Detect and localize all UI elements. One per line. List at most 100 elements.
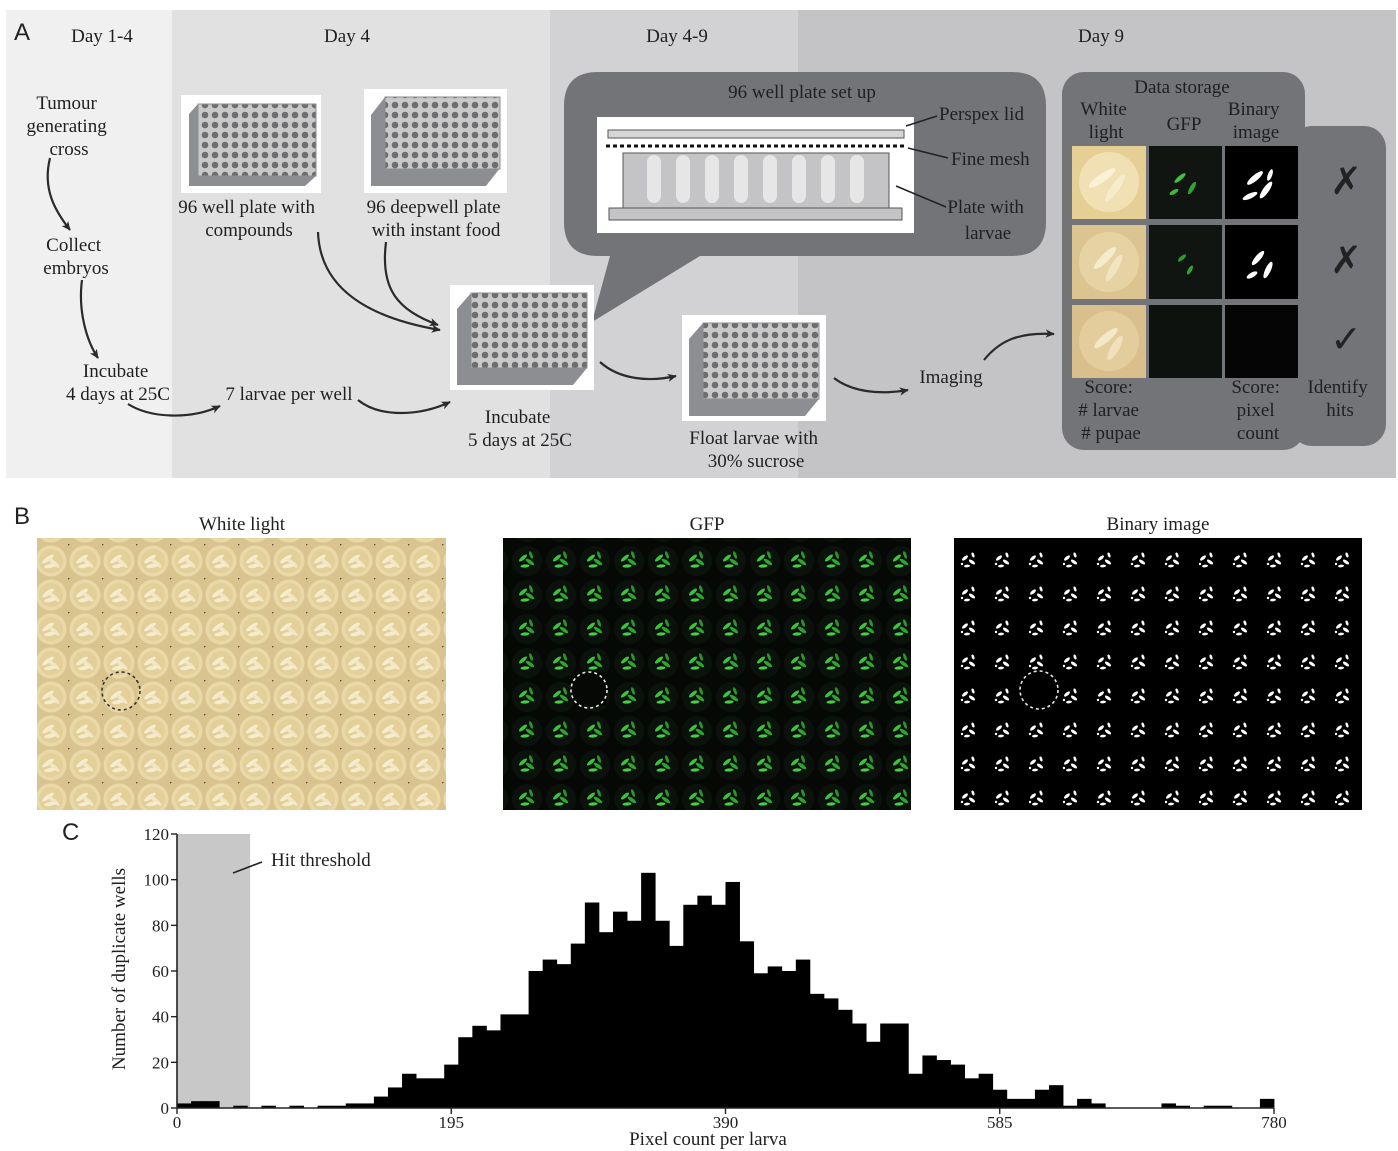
arrow-incubate-to-larvae (127, 403, 221, 417)
stage-title-2: Day 4 (324, 26, 370, 47)
histogram-bar (1217, 1105, 1233, 1108)
arrow-imaging-to-storage (983, 329, 1055, 361)
histogram-bar (205, 1101, 220, 1108)
histogram-bar (1006, 1098, 1022, 1108)
histogram-bar (598, 932, 614, 1108)
collect-embryos-label: Collect embryos (43, 235, 108, 279)
histogram-bar (922, 1055, 937, 1108)
histogram-bar (1034, 1089, 1050, 1108)
histogram-bar (472, 1025, 487, 1108)
food-plate (364, 89, 507, 193)
panel-c: C Hit threshold 0 20 40 60 80 100 120 0 195 390 58… (62, 819, 1287, 1150)
panel-label-a: A (14, 19, 30, 46)
y-tick-label: 60 (152, 962, 169, 981)
histogram-bar (387, 1087, 403, 1108)
food-plate-label: 96 deepwell plate with instant food (367, 197, 506, 241)
histogram-bar (514, 1014, 530, 1108)
histogram-bar (669, 945, 684, 1108)
gfp-title: GFP (690, 514, 725, 535)
histogram-bar (486, 1030, 501, 1108)
panel-a: A Day 1-4 Day 4 Day 4-9 Day 9 Tumour gen… (6, 10, 1396, 478)
float-larvae-label: Float larvae with 30% sucrose (689, 428, 823, 472)
histogram-axes: 0 20 40 60 80 100 120 0 195 390 585 780 (144, 825, 1287, 1132)
histogram-bars (177, 872, 1275, 1108)
float-plate (682, 315, 826, 421)
histogram-bar (753, 973, 769, 1108)
histogram-bar (781, 971, 797, 1108)
y-tick-label: 40 (152, 1008, 169, 1027)
cross-label: Tumour generating cross (27, 93, 112, 160)
y-tick-label: 100 (144, 871, 170, 890)
score-larvae-label: Score: # larvae # pupae (1078, 377, 1143, 444)
histogram-bar (331, 1105, 347, 1108)
white-light-image (37, 538, 446, 810)
binary-image (954, 538, 1362, 810)
x-axis-label: Pixel count per larva (629, 1129, 787, 1150)
imaging-label: Imaging (919, 367, 983, 388)
stage-title-4: Day 9 (1078, 26, 1124, 47)
histogram-bar (697, 895, 712, 1108)
histogram-bar (880, 1023, 895, 1108)
histogram-bar (978, 1073, 994, 1108)
histogram-bar (809, 993, 825, 1108)
y-axis-label: Number of duplicate wells (109, 868, 130, 1070)
histogram-bar (416, 1078, 431, 1108)
histogram-bar (233, 1105, 248, 1108)
histogram-bar (359, 1103, 375, 1108)
histogram-bar (1091, 1103, 1106, 1108)
stage-band-1 (6, 10, 172, 478)
histogram-bar (528, 971, 544, 1108)
histogram-bar (950, 1064, 965, 1108)
white-light-title: White light (199, 514, 286, 535)
arrow-food-to-plate (383, 241, 439, 327)
panel-label-b: B (14, 503, 30, 530)
histogram-bar (191, 1101, 206, 1108)
histogram-bar (1161, 1103, 1176, 1108)
histogram-bar (500, 1014, 515, 1108)
workflow-arrows (46, 157, 1055, 417)
histogram-bar (739, 941, 755, 1108)
setup-title: 96 well plate set up (728, 82, 876, 103)
compound-plate-label: 96 well plate with compounds (178, 197, 319, 241)
hit-threshold-region (177, 834, 251, 1108)
histogram-bar (570, 943, 586, 1108)
mark-row-1: ✗ (1330, 161, 1362, 203)
arrow-larvae-to-plate (357, 399, 451, 415)
histogram-bar (1259, 1098, 1275, 1108)
histogram-bar (894, 1023, 909, 1108)
histogram-bar (795, 959, 811, 1108)
hit-threshold-label: Hit threshold (271, 850, 371, 871)
histogram-bar (725, 881, 740, 1108)
histogram-bar (823, 998, 839, 1108)
histogram-bar (289, 1105, 304, 1108)
stage-title-3: Day 4-9 (646, 26, 708, 47)
histogram-bar (908, 1073, 923, 1108)
x-tick-label: 390 (713, 1113, 739, 1132)
histogram-bar (1077, 1098, 1092, 1108)
histogram-bar (1203, 1105, 1219, 1108)
stage-title-1: Day 1-4 (71, 26, 133, 47)
perspex-lid-label: Perspex lid (939, 104, 1024, 125)
histogram-bar (767, 966, 783, 1108)
hit-threshold-pointer (232, 861, 263, 874)
mark-row-2: ✗ (1330, 240, 1362, 282)
arrow-compounds-to-plate (316, 231, 441, 333)
arrow-plate-to-float (599, 361, 677, 382)
x-tick-label: 195 (439, 1113, 465, 1132)
histogram-bar (1020, 1098, 1036, 1108)
histogram-bar (683, 904, 698, 1108)
histogram-bar (1063, 1105, 1078, 1108)
col-binary-image: Binary image (1228, 99, 1284, 143)
histogram-bar (1175, 1105, 1191, 1108)
histogram-bar (612, 911, 628, 1108)
plate-with-larvae-label: Plate with larvae (947, 197, 1028, 244)
histogram-bar (584, 902, 600, 1108)
histogram-bar (177, 1103, 192, 1108)
histogram-bar (838, 1009, 853, 1108)
larvae-per-well-label: 7 larvae per well (225, 384, 352, 405)
arrow-collect-to-incubate (79, 279, 99, 359)
storage-panel-back (1290, 126, 1386, 446)
binary-title: Binary image (1107, 514, 1210, 535)
histogram-bar (345, 1103, 361, 1108)
